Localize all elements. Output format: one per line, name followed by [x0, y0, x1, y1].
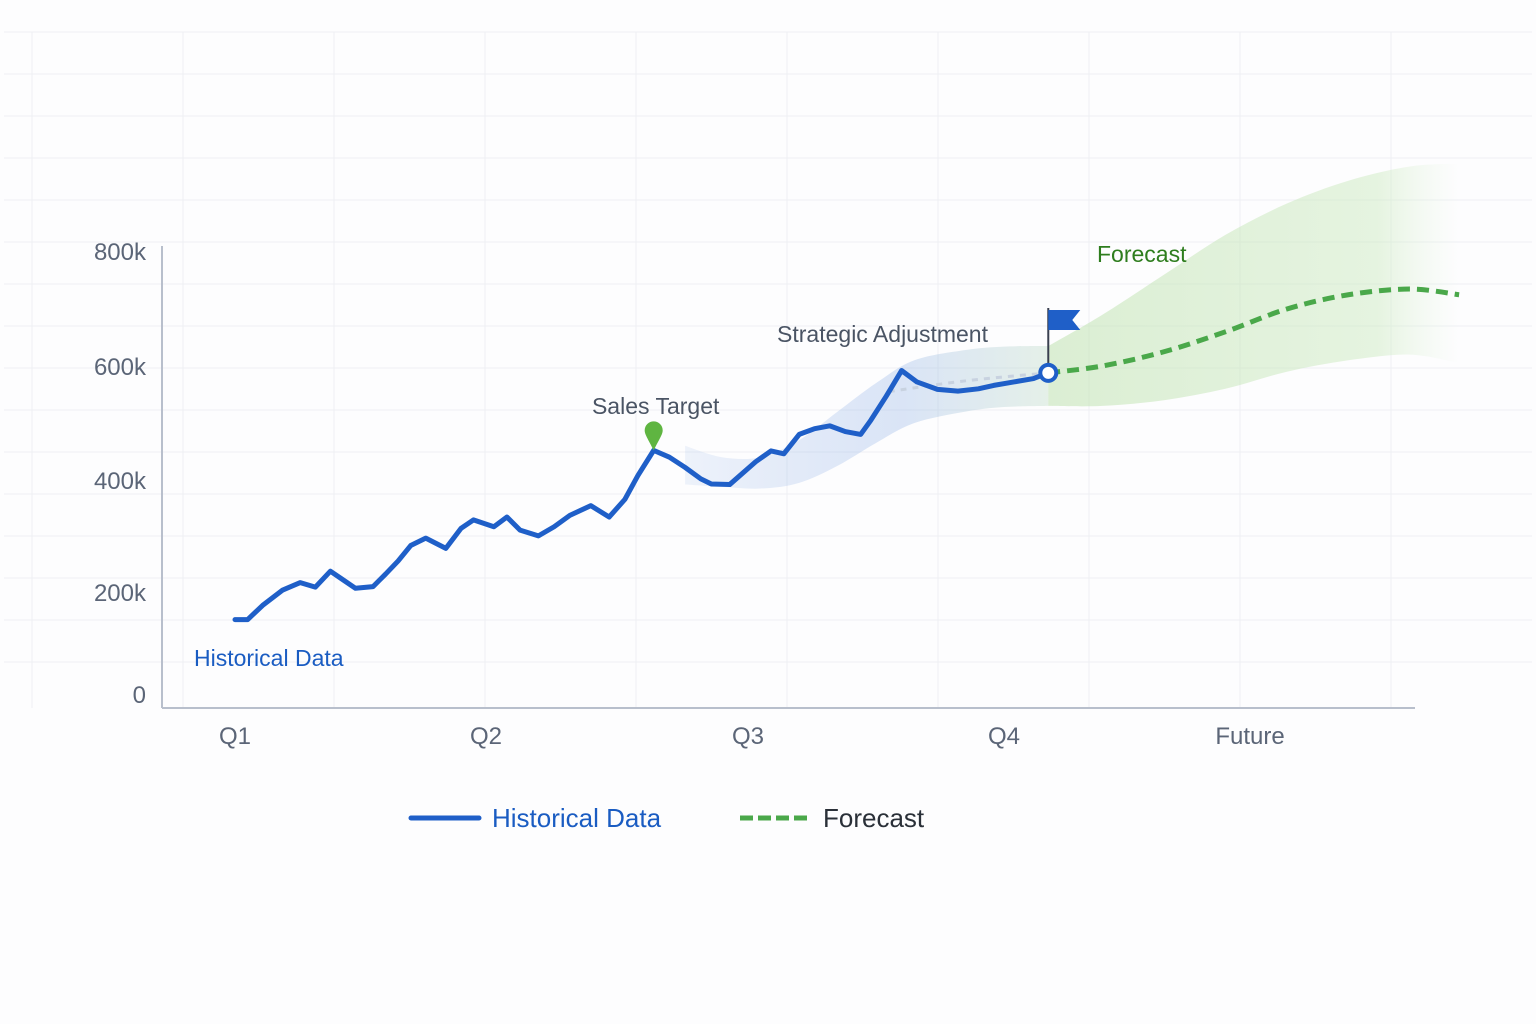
y-tick-label: 200k — [94, 580, 147, 607]
series — [232, 286, 1460, 623]
series-line-historical — [232, 368, 1051, 623]
flag-icon — [1048, 310, 1081, 330]
y-tick-label: 400k — [94, 468, 147, 495]
x-tick-label: Q1 — [219, 723, 251, 750]
annotation-strategic-adjustment: Strategic Adjustment — [777, 321, 989, 347]
trend-guide — [888, 371, 1049, 394]
legend: Historical Data Forecast — [408, 803, 925, 833]
pin-icon — [644, 421, 663, 451]
x-tick-label: Future — [1215, 723, 1284, 750]
x-tick-label: Q2 — [470, 723, 502, 750]
x-tick-label: Q4 — [988, 723, 1020, 750]
y-tick-label: 800k — [94, 239, 147, 266]
confidence-band-forecast — [1048, 163, 1460, 407]
series-line-forecast — [1047, 286, 1460, 376]
axis-labels: 0 200k 400k 600k 800k Q1 Q2 Q3 Q4 Future — [94, 239, 1285, 750]
legend-label-historical: Historical Data — [492, 803, 662, 833]
y-tick-label: 600k — [94, 354, 147, 381]
grid — [4, 31, 1532, 708]
inline-label-forecast: Forecast — [1097, 241, 1187, 267]
legend-label-forecast: Forecast — [823, 803, 925, 833]
inline-label-historical: Historical Data — [194, 645, 344, 671]
annotations: Sales Target Strategic Adjustment — [592, 308, 1081, 451]
axes — [161, 246, 1415, 709]
annotation-sales-target: Sales Target — [592, 393, 720, 419]
y-tick-label: 0 — [133, 682, 146, 709]
x-tick-label: Q3 — [732, 723, 764, 750]
confidence-band-historical — [685, 346, 1049, 489]
adjustment-point-marker — [1038, 362, 1059, 383]
